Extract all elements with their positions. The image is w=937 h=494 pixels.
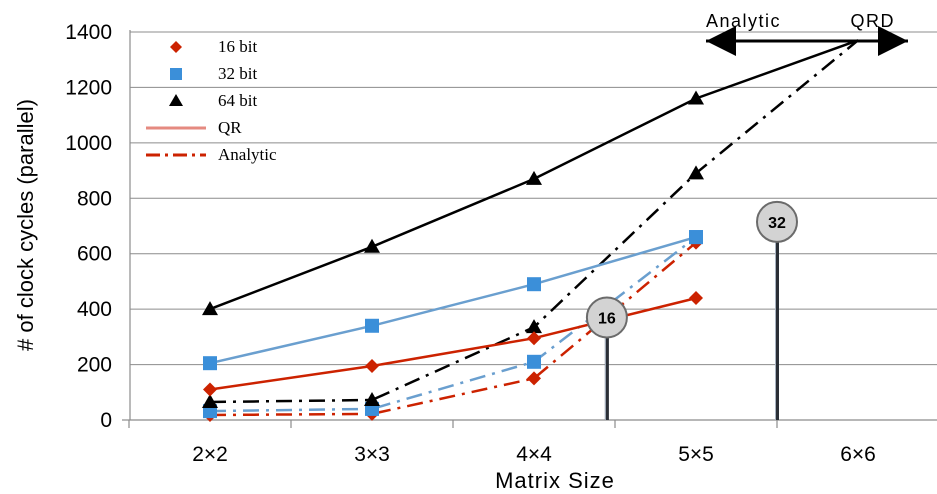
legend-label: Analytic bbox=[218, 145, 277, 164]
square-marker bbox=[527, 354, 541, 369]
diamond-marker bbox=[203, 382, 217, 397]
legend-label: 64 bit bbox=[218, 91, 257, 110]
triangle-marker bbox=[526, 319, 542, 334]
crossover-bubbles: 163264 bbox=[585, 200, 798, 339]
x-tick-label: 3×3 bbox=[354, 443, 390, 466]
y-tick-labels: 0 200 400 600 800 1000 1200 1400 bbox=[65, 21, 112, 432]
x-tick-label: 6×6 bbox=[840, 443, 876, 466]
y-tick-label: 800 bbox=[77, 187, 112, 210]
top-annotation: Analytic QRD bbox=[706, 11, 908, 56]
series-line bbox=[209, 235, 697, 365]
triangle-marker bbox=[364, 238, 380, 253]
x-axis-title: Matrix Size bbox=[495, 468, 615, 493]
triangle-marker bbox=[526, 170, 542, 185]
diamond-marker bbox=[689, 291, 703, 306]
triangle-marker bbox=[169, 94, 183, 106]
square-marker bbox=[203, 356, 217, 371]
crossover-bubble-label: 32 bbox=[768, 215, 786, 232]
diamond-marker bbox=[527, 371, 541, 386]
diamond-marker bbox=[170, 41, 182, 53]
triangle-marker bbox=[688, 90, 704, 105]
y-tick-label: 400 bbox=[77, 298, 112, 321]
series-group bbox=[202, 39, 859, 423]
square-marker bbox=[527, 277, 541, 292]
triangle-marker bbox=[364, 392, 380, 407]
legend-label: QR bbox=[218, 118, 242, 137]
crossover-bubble bbox=[756, 200, 798, 243]
diamond-marker bbox=[365, 358, 379, 373]
legend: 16 bit 32 bit 64 bit QR Analytic bbox=[146, 37, 277, 164]
axes bbox=[122, 30, 937, 428]
y-tick-label: 0 bbox=[100, 409, 112, 432]
y-tick-label: 600 bbox=[77, 243, 112, 266]
y-tick-label: 200 bbox=[77, 354, 112, 377]
legend-label: 32 bit bbox=[218, 64, 257, 83]
triangle-marker bbox=[202, 301, 218, 316]
diamond-marker bbox=[527, 331, 541, 346]
annotation-qrd-label: QRD bbox=[851, 11, 896, 31]
y-tick-label: 1000 bbox=[65, 132, 112, 155]
y-tick-label: 1400 bbox=[65, 21, 112, 44]
x-tick-label: 5×5 bbox=[678, 443, 714, 466]
crossover-bubble-label: 16 bbox=[598, 310, 616, 327]
x-tick-label: 4×4 bbox=[516, 443, 552, 466]
y-tick-label: 1200 bbox=[65, 76, 112, 99]
square-marker bbox=[689, 230, 703, 245]
crossover-bubble bbox=[585, 296, 628, 339]
annotation-analytic-label: Analytic bbox=[706, 11, 781, 31]
triangle-marker bbox=[202, 393, 218, 408]
y-axis-title: # of clock cycles (parallel) bbox=[13, 99, 38, 351]
grid-lines bbox=[130, 31, 937, 366]
triangle-marker bbox=[688, 165, 704, 180]
square-marker bbox=[170, 68, 182, 80]
x-tick-label: 2×2 bbox=[192, 443, 228, 466]
legend-label: 16 bit bbox=[218, 37, 257, 56]
x-tick-labels: 2×2 3×3 4×4 5×5 6×6 bbox=[192, 443, 876, 466]
square-marker bbox=[365, 318, 379, 333]
